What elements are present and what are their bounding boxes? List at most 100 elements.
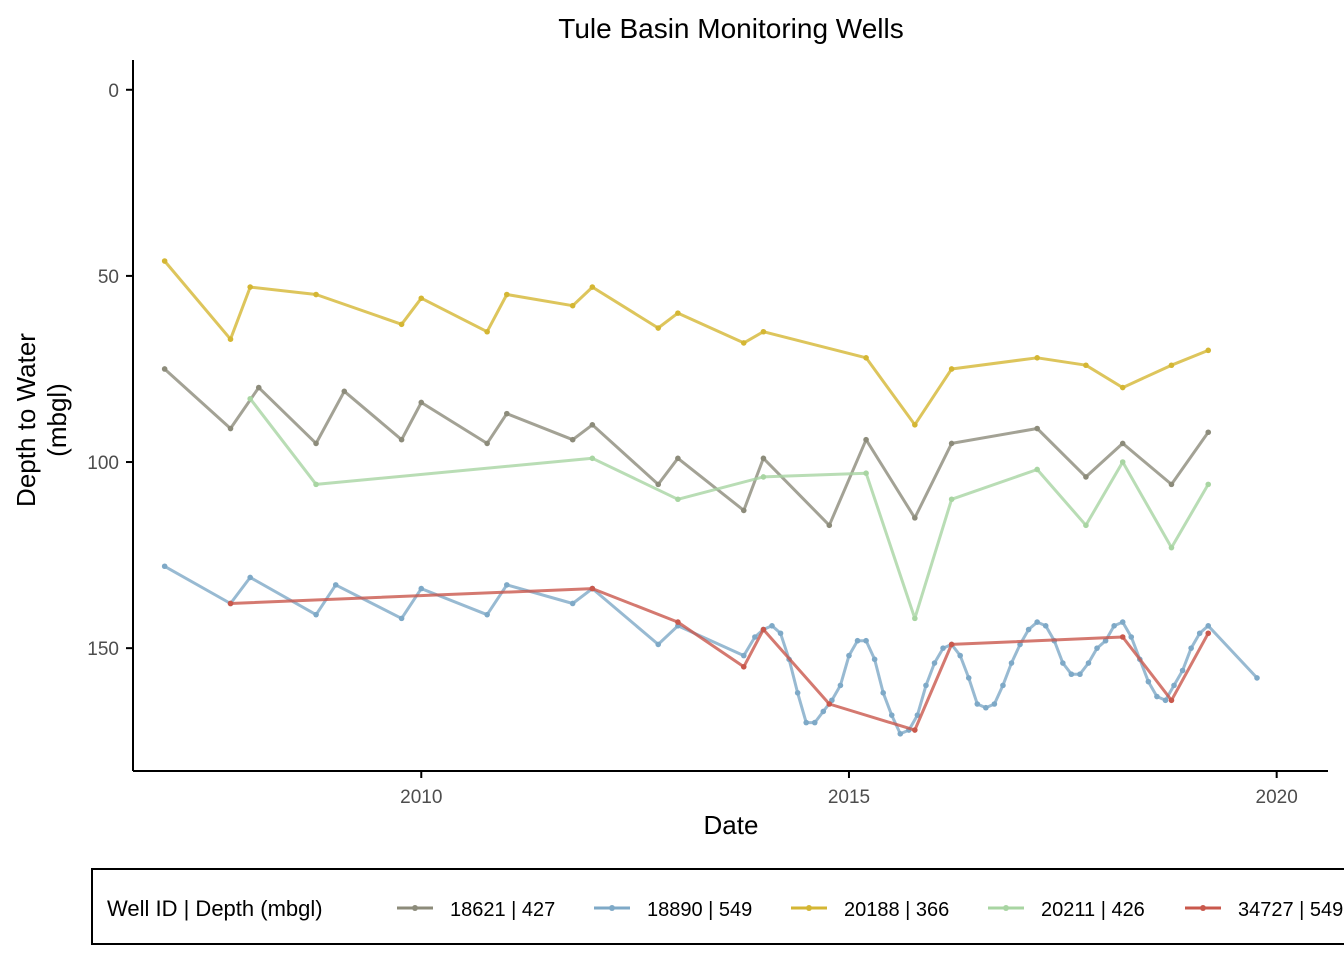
y-tick-label: 100 — [87, 453, 119, 474]
data-point — [227, 336, 234, 342]
data-point — [948, 440, 955, 447]
data-point — [1034, 425, 1040, 432]
data-point — [940, 645, 946, 651]
data-point — [589, 585, 596, 592]
data-point — [655, 641, 662, 648]
data-point — [1017, 641, 1023, 648]
data-point — [247, 284, 253, 290]
data-point — [504, 410, 510, 417]
data-point — [398, 436, 405, 443]
x-tick-label: 2020 — [1256, 787, 1298, 808]
data-point — [161, 258, 168, 264]
data-point — [1111, 623, 1117, 629]
series-20188 — [161, 258, 1212, 428]
data-point — [1128, 634, 1135, 640]
data-point — [1083, 474, 1089, 480]
data-point — [871, 656, 878, 663]
data-point — [655, 325, 662, 331]
data-point — [1168, 544, 1175, 551]
y-axis-title: Depth to Water (mbgl) — [11, 333, 72, 507]
data-point — [341, 388, 348, 395]
legend-item: 20211 | 426 — [988, 899, 1145, 921]
data-point — [1008, 660, 1015, 666]
data-point — [888, 712, 895, 718]
data-point — [914, 712, 921, 718]
data-point — [161, 563, 168, 570]
data-point — [1168, 362, 1175, 369]
y-tick-label: 50 — [98, 267, 119, 288]
legend-label: 34727 | 549 — [1238, 899, 1343, 921]
data-point — [418, 295, 425, 302]
legend-box — [91, 868, 1344, 945]
data-point — [484, 611, 490, 618]
data-point — [991, 701, 998, 707]
data-point — [1205, 347, 1212, 354]
data-point — [484, 440, 490, 447]
data-point — [569, 302, 576, 309]
data-point — [1179, 667, 1186, 674]
data-point — [863, 436, 869, 443]
data-point — [760, 328, 767, 335]
legend-label: 18890 | 549 — [647, 899, 752, 921]
y-tick-label: 150 — [87, 639, 119, 660]
data-point — [1168, 481, 1175, 488]
data-point — [760, 455, 767, 462]
data-point — [948, 366, 955, 372]
series-18890 — [161, 563, 1260, 737]
data-point — [965, 675, 972, 681]
data-point — [1000, 682, 1006, 689]
y-ticks: 0 50 100 150 — [87, 81, 133, 660]
series-line — [163, 260, 1209, 427]
data-point — [675, 310, 681, 316]
data-point — [948, 641, 955, 648]
data-point — [504, 291, 510, 298]
data-point — [912, 515, 918, 521]
data-point — [1119, 440, 1126, 447]
data-point — [974, 701, 981, 707]
data-point — [1077, 671, 1083, 678]
data-point — [846, 652, 852, 659]
data-point — [247, 395, 253, 402]
data-point — [675, 455, 681, 462]
data-point — [740, 340, 747, 346]
y-axis-title-line-1: Depth to Water — [11, 333, 41, 507]
series-20211 — [247, 395, 1212, 622]
data-point — [820, 708, 827, 715]
series-18621 — [161, 366, 1212, 529]
legend-item: 34727 | 549 — [1185, 899, 1343, 921]
data-point — [1119, 619, 1126, 625]
y-axis-title-line-2: (mbgl) — [42, 383, 72, 457]
data-point — [247, 574, 253, 581]
legend-label: 20188 | 366 — [844, 899, 949, 921]
data-point — [1094, 645, 1100, 651]
data-point — [227, 425, 234, 432]
data-point — [161, 366, 168, 372]
data-point — [569, 600, 576, 607]
data-point — [1196, 630, 1203, 637]
data-point — [912, 615, 918, 622]
data-point — [948, 496, 955, 503]
data-point — [1205, 623, 1212, 629]
legend-label: 18621 | 427 — [450, 899, 555, 921]
data-point — [589, 284, 596, 290]
data-point — [1034, 466, 1040, 473]
data-point — [931, 660, 938, 666]
data-point — [794, 690, 801, 696]
legend-key-point — [1200, 905, 1206, 911]
legend-key-point — [1003, 905, 1009, 911]
data-point — [880, 690, 886, 696]
data-point — [1034, 355, 1040, 361]
data-point — [1205, 429, 1212, 436]
data-point — [313, 291, 319, 298]
data-point — [1154, 693, 1160, 700]
data-point — [1171, 682, 1177, 689]
legend-item: 20188 | 366 — [791, 899, 949, 921]
data-point — [1119, 459, 1126, 465]
x-axis-title: Date — [704, 810, 759, 840]
x-tick-label: 2010 — [400, 787, 442, 808]
data-point — [803, 719, 810, 726]
legend-title: Well ID | Depth (mbgl) — [107, 896, 323, 921]
data-point — [1119, 384, 1126, 391]
data-point — [863, 355, 869, 361]
